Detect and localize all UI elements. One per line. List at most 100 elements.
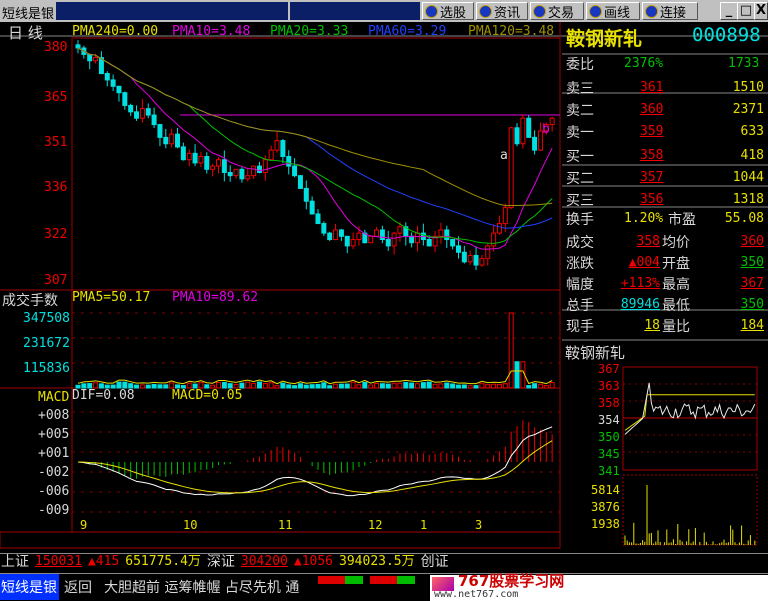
market-bar-2: [370, 576, 415, 584]
level-volume: 418: [740, 148, 764, 163]
level-price: 359: [640, 124, 664, 139]
candle: [543, 124, 549, 132]
toolbar-label: 交易: [548, 5, 575, 21]
volume-bar: [239, 382, 245, 389]
intraday-price-tick: 367: [598, 362, 620, 376]
level-label: 卖一: [566, 125, 594, 141]
volume-bar: [221, 382, 227, 389]
candle: [251, 165, 257, 177]
stat-value: 367: [740, 276, 764, 291]
candle: [87, 53, 93, 62]
volume-bar: [110, 384, 116, 389]
maximize-button[interactable]: □: [737, 2, 755, 20]
watermark-text: 767股票学习网: [458, 572, 565, 590]
candle: [245, 175, 251, 180]
volume-bar: [215, 382, 221, 389]
volume-bar: [485, 384, 491, 389]
volume-bar: [362, 381, 368, 389]
stat-value: 358: [636, 234, 660, 249]
candle: [327, 232, 333, 241]
candle: [104, 73, 110, 81]
volume-bar: [104, 384, 110, 389]
sh-index: 150031: [35, 554, 82, 569]
candle: [303, 187, 309, 202]
candle: [75, 44, 81, 49]
candle: [139, 108, 145, 119]
volume-bar: [338, 383, 344, 389]
toolbar-3-button[interactable]: 画线: [586, 2, 640, 21]
volume-bar: [134, 384, 140, 389]
toolbar-2-button[interactable]: 交易: [530, 2, 584, 21]
volume-bar: [81, 383, 87, 389]
toolbar-label: 选股: [440, 5, 467, 21]
pe-value: 55.08: [724, 211, 764, 226]
candle: [362, 232, 368, 244]
stat-value: ▲004: [628, 255, 660, 270]
sh-change: ▲415: [87, 554, 120, 569]
volume-bar: [245, 381, 251, 389]
candle: [409, 235, 415, 244]
toolbar-1-button[interactable]: 资讯: [476, 2, 528, 21]
candle: [438, 229, 444, 237]
watermark: 767股票学习网 www.net767.com: [430, 572, 768, 601]
volume-bar: [303, 384, 309, 389]
volume-bar: [526, 385, 532, 389]
stat-label: 最低: [662, 298, 690, 314]
volume-bar: [532, 383, 538, 389]
turnover-value: 1.20%: [624, 211, 664, 226]
candle: [233, 168, 239, 177]
app-button[interactable]: 短线是银: [0, 574, 59, 600]
volume-tick: 115836: [23, 361, 70, 376]
macd-value-label: MACD=0.05: [172, 388, 243, 403]
volume-bar: [438, 383, 444, 389]
toolbar-0-button[interactable]: 选股: [422, 2, 474, 21]
volume-bar: [93, 382, 99, 389]
candle: [520, 117, 526, 145]
macd-tick: -009: [38, 503, 70, 518]
volume-bar: [450, 383, 456, 389]
level-label: 买一: [566, 149, 594, 165]
candle: [379, 229, 385, 241]
weibi-label: 委比: [566, 57, 594, 73]
volume-bar: [186, 382, 192, 389]
volume-bar: [315, 383, 321, 389]
toolbar-label: 连接: [660, 5, 687, 21]
level-price: 361: [640, 80, 664, 95]
date-tick: 9: [80, 518, 88, 532]
level-volume: 1318: [732, 192, 764, 207]
index-ticker: 上证 150031 ▲415 651775.4万 深证 304200 ▲1056…: [0, 553, 768, 570]
candle: [268, 149, 274, 161]
candle: [128, 104, 134, 113]
stat-value: +113%: [620, 276, 660, 291]
volume-label: 成交手数: [2, 293, 58, 309]
ma-label: PMA10=3.48: [172, 24, 251, 39]
volume-tick: 347508: [23, 311, 70, 326]
ma-label: PMA240=0.00: [72, 24, 159, 39]
volume-bar: [467, 385, 473, 389]
intraday-price-tick: 350: [598, 430, 620, 444]
candle: [385, 239, 391, 247]
volume-bar: [333, 383, 339, 389]
intraday-price-tick: 358: [598, 396, 620, 410]
candle: [479, 258, 485, 266]
volume-bar: [210, 384, 216, 389]
stat-label: 均价: [662, 235, 690, 251]
date-tick: 11: [278, 518, 293, 532]
intraday-volume-tick: 3876: [591, 500, 620, 514]
quote-panel: 鞍钢新轧 000898 委比 2376% 1733 卖三 361 1510 卖二 360 237…: [562, 22, 768, 342]
intraday-volume-tick: 5814: [591, 483, 620, 497]
candle: [175, 133, 181, 148]
back-button[interactable]: 返回: [64, 580, 92, 596]
toolbar-4-button[interactable]: 连接: [642, 2, 698, 21]
volume-bar: [473, 385, 479, 389]
ma-label: PMA60=3.29: [368, 24, 447, 39]
volume-bar: [379, 383, 385, 389]
candle: [93, 57, 99, 62]
candle: [262, 159, 268, 173]
volume-bar: [309, 384, 315, 389]
volume-bar: [455, 384, 461, 389]
volume-bar: [128, 383, 134, 389]
candle: [514, 127, 520, 145]
candle: [333, 229, 339, 241]
